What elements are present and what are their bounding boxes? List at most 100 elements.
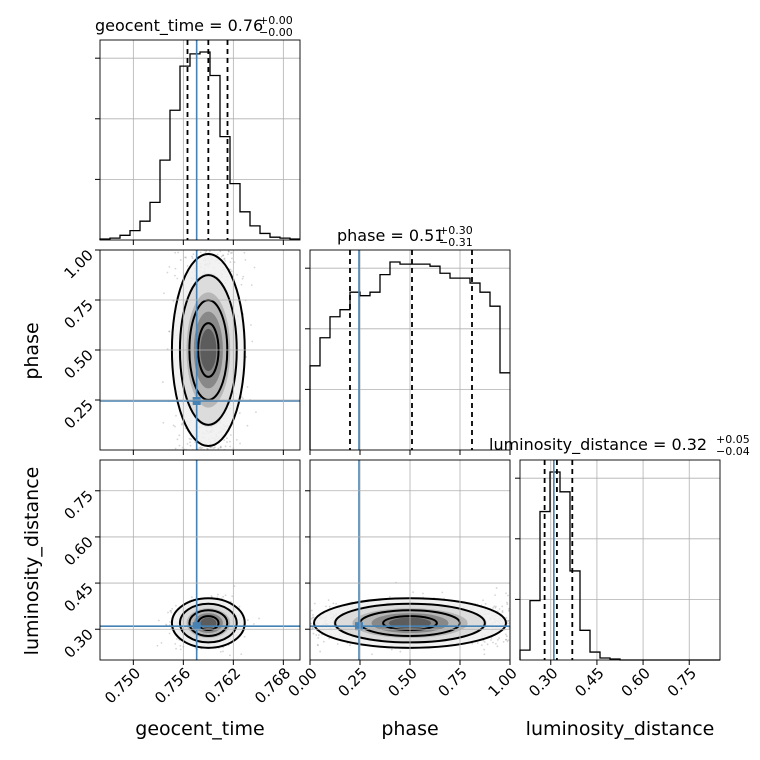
scatter-point xyxy=(317,644,319,647)
scatter-point xyxy=(174,251,177,254)
scatter-point xyxy=(181,422,184,425)
scatter-point xyxy=(501,610,504,612)
scatter-point xyxy=(335,602,338,605)
scatter-point xyxy=(229,654,231,657)
scatter-point xyxy=(216,253,219,256)
xtick-label-geocent_time: 0.756 xyxy=(151,664,194,707)
scatter-point xyxy=(191,596,193,599)
title-luminosity-distance-upper: +0.05 xyxy=(716,433,750,446)
scatter-point xyxy=(157,619,160,622)
panel-frame-diag-luminosity_distance xyxy=(519,459,721,661)
scatter-point xyxy=(311,616,314,619)
scatter-point xyxy=(222,254,225,257)
xtick-label-phase: 0.50 xyxy=(384,664,420,700)
grid-phase xyxy=(309,250,511,450)
scatter-point xyxy=(504,633,507,636)
scatter-point xyxy=(200,447,202,450)
scatter-point xyxy=(199,251,202,254)
scatter-point xyxy=(219,650,222,653)
title-geocent-time: geocent_time = 0.76 xyxy=(95,16,263,36)
scatter-point xyxy=(170,611,173,614)
ytick-label-phase: 0.75 xyxy=(60,296,96,332)
scatter-point xyxy=(191,257,194,259)
scatter-point xyxy=(388,595,391,598)
scatter-point xyxy=(242,397,244,400)
scatter-point xyxy=(220,255,223,258)
xtick-label-phase: 0.00 xyxy=(284,664,320,700)
scatter-point xyxy=(312,627,314,630)
scatter-point xyxy=(219,446,222,449)
scatter-point xyxy=(161,381,164,384)
scatter-point xyxy=(185,256,187,259)
scatter-point xyxy=(486,643,489,646)
scatter-point xyxy=(214,446,216,449)
scatter-point xyxy=(498,608,501,610)
scatter-point xyxy=(192,253,195,256)
scatter-point xyxy=(222,650,224,653)
scatter-point xyxy=(222,595,225,598)
xtick-label-geocent_time: 0.750 xyxy=(101,664,144,707)
scatter-point xyxy=(169,609,172,612)
xlabel-geocent-time: geocent_time xyxy=(135,718,264,740)
scatter-point xyxy=(225,437,228,440)
contour-line xyxy=(170,597,246,649)
truth-marker xyxy=(192,622,201,631)
scatter-point xyxy=(505,638,507,641)
scatter-point xyxy=(209,250,211,253)
scatter-point xyxy=(216,596,219,599)
panel-frame-diag-geocent_time xyxy=(99,39,301,241)
scatter-point xyxy=(508,607,510,610)
scatter-point xyxy=(325,605,327,608)
scatter-point xyxy=(233,261,236,264)
truth-marker xyxy=(355,622,363,631)
ytick-label-luminosity_distance: 0.60 xyxy=(60,533,96,569)
title-phase-lower: −0.31 xyxy=(439,236,473,249)
ytick-label-phase: 0.50 xyxy=(60,346,96,382)
ytick-label-luminosity_distance: 0.75 xyxy=(60,487,96,523)
scatter-point xyxy=(495,587,498,589)
xtick-label-luminosity_distance: 0.60 xyxy=(618,664,654,700)
scatter-point xyxy=(505,616,508,619)
scatter-point xyxy=(174,274,176,277)
ylabel-phase: phase xyxy=(21,322,43,379)
scatter-point xyxy=(233,585,236,588)
scatter-point xyxy=(230,270,233,273)
scatter-point xyxy=(240,396,243,398)
scatter-point xyxy=(495,605,497,608)
scatter-point xyxy=(471,642,474,645)
title-geocent-time-upper: +0.00 xyxy=(259,14,293,27)
scatter-point xyxy=(422,592,424,595)
scatter-point xyxy=(349,644,351,647)
scatter-point xyxy=(245,356,248,358)
scatter-point xyxy=(507,619,510,622)
scatter-point xyxy=(191,255,193,258)
scatter-point xyxy=(178,444,181,447)
scatter-point xyxy=(224,259,226,262)
scatter-point xyxy=(170,609,172,612)
scatter-point xyxy=(484,603,487,605)
scatter-point xyxy=(216,593,219,596)
scatter-point xyxy=(229,600,232,603)
scatter-point xyxy=(205,250,208,253)
scatter-point xyxy=(178,434,181,437)
scatter-point xyxy=(231,251,233,254)
scatter-point xyxy=(168,632,171,635)
scatter-point xyxy=(494,642,497,645)
scatter-point xyxy=(483,641,486,643)
scatter-point xyxy=(224,594,227,597)
grid-geocent_time xyxy=(100,40,300,240)
title-phase-upper: +0.30 xyxy=(439,224,473,237)
scatter-point xyxy=(219,446,222,449)
scatter-point xyxy=(502,640,505,643)
scatter-point xyxy=(332,602,335,605)
scatter-point xyxy=(246,386,249,388)
scatter-point xyxy=(241,277,244,280)
scatter-point xyxy=(496,639,499,641)
scatter-point xyxy=(482,639,485,642)
scatter-point xyxy=(227,253,230,256)
xtick-label-luminosity_distance: 0.75 xyxy=(664,664,700,700)
scatter-point xyxy=(312,614,314,616)
scatter-point xyxy=(179,259,182,261)
scatter-point xyxy=(160,642,163,644)
scatter-point xyxy=(483,648,486,651)
